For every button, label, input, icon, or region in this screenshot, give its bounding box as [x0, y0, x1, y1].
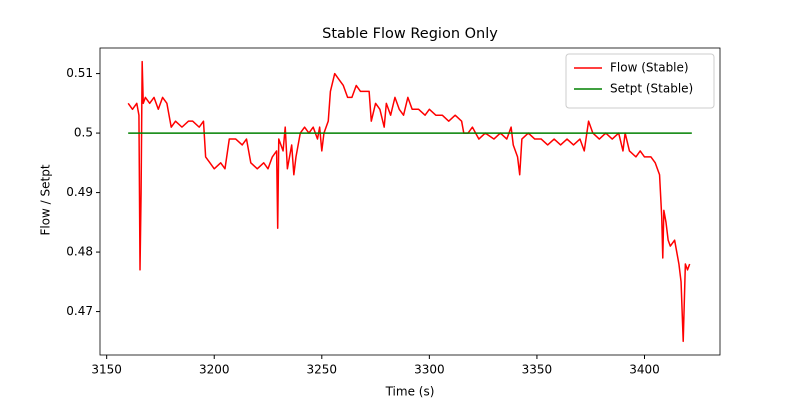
y-tick-label: 0.49: [66, 185, 93, 199]
y-tick-label: 0.5: [74, 126, 93, 140]
x-tick-label: 3400: [629, 363, 660, 377]
data-line: [127, 60, 691, 343]
legend-box: [565, 53, 715, 109]
y-tick-label: 0.47: [66, 304, 93, 318]
y-axis-label: Flow / Setpt: [39, 164, 53, 235]
legend-label: Setpt (Stable): [610, 82, 693, 96]
x-tick-label: 3150: [91, 363, 122, 377]
legend-label: Flow (Stable): [610, 61, 689, 75]
x-tick-label: 3350: [522, 363, 553, 377]
x-tick-label: 3300: [414, 363, 445, 377]
y-tick-label: 0.48: [66, 245, 93, 259]
y-tick-label: 0.51: [66, 66, 93, 80]
x-tick-label: 3200: [199, 363, 230, 377]
x-axis-label: Time (s): [385, 385, 435, 399]
chart-title: Stable Flow Region Only: [322, 26, 498, 42]
x-tick-label: 3250: [307, 363, 338, 377]
plot-frame: [99, 47, 721, 356]
